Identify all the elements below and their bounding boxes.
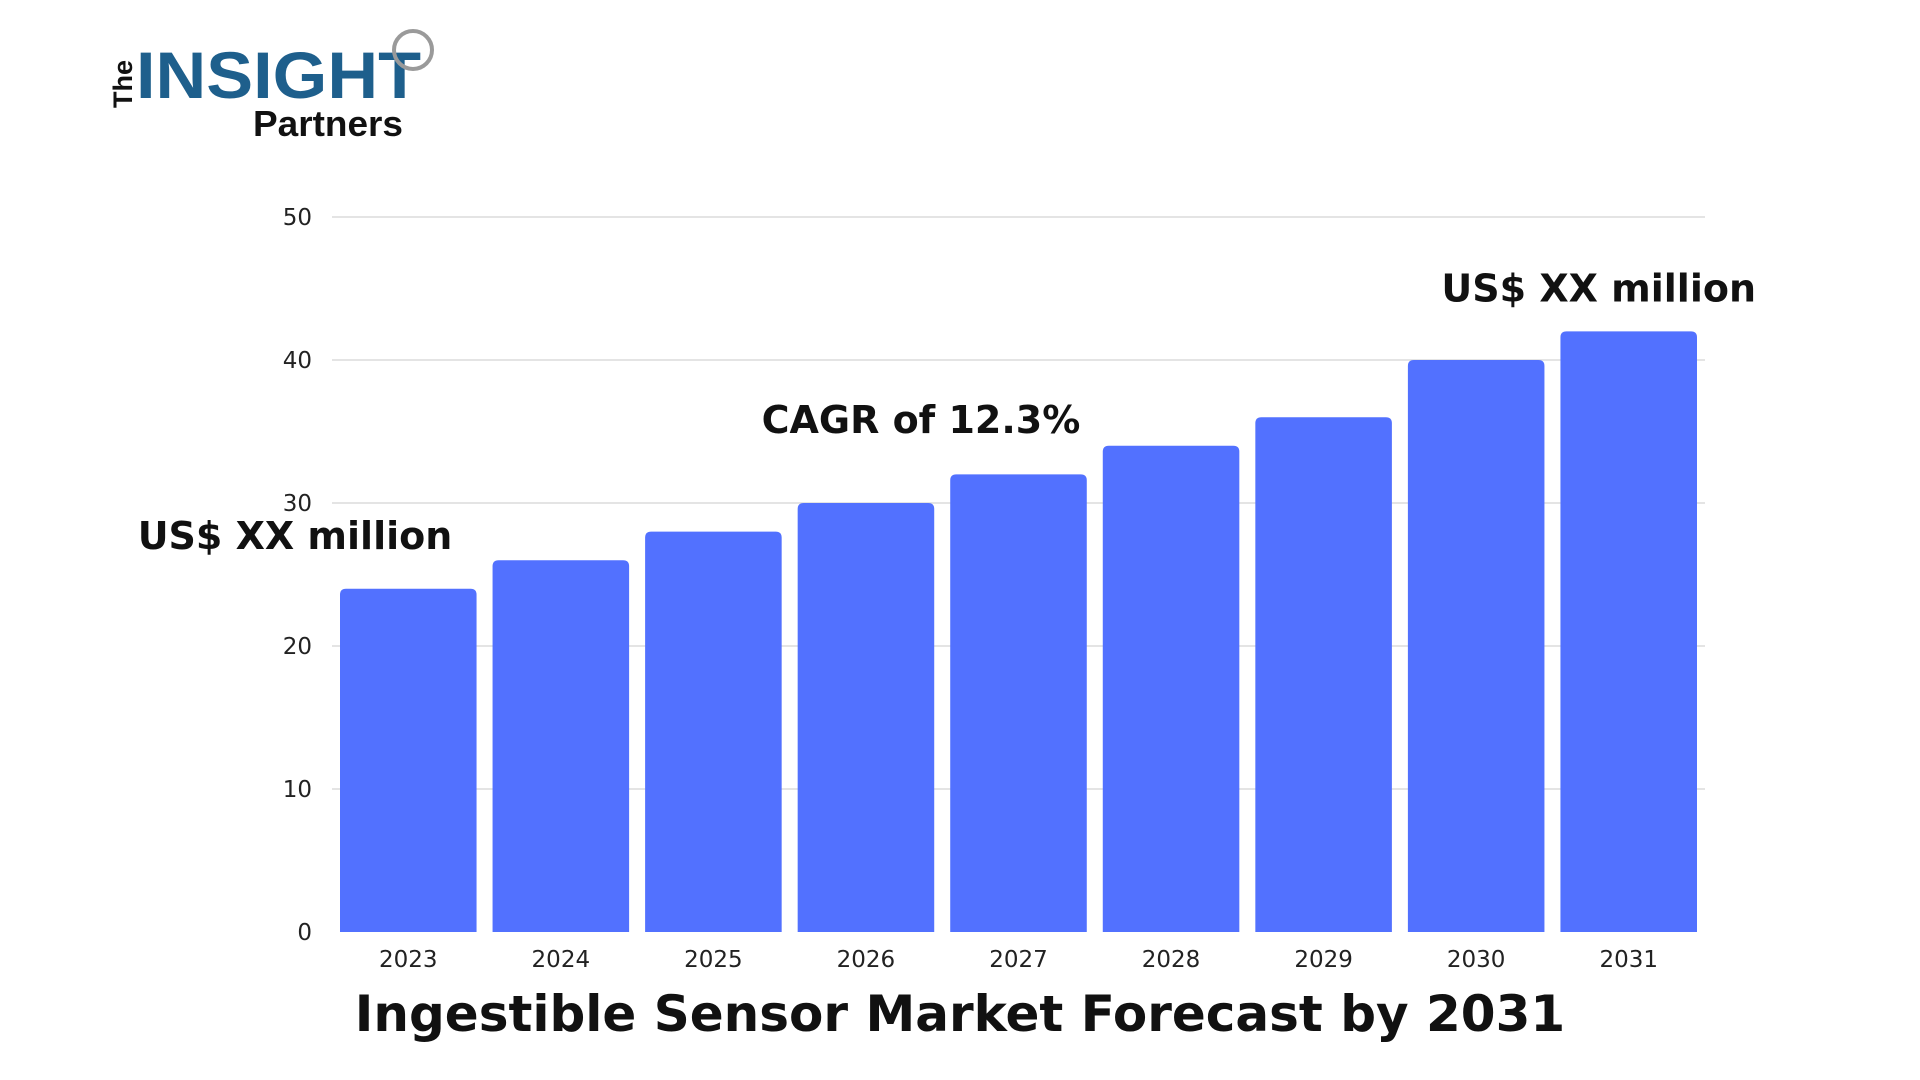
- logo-insight-text: INSIGHT: [136, 38, 421, 112]
- x-axis-tick-labels: 2023 2024 2025 2026 2027 2028 2029 2030 2031: [379, 947, 1658, 973]
- y-axis-tick-labels: 0 10 20 30 40 50: [283, 205, 312, 946]
- y-tick-label: 40: [283, 348, 312, 374]
- x-tick-label: 2031: [1599, 947, 1658, 973]
- annotations: US$ XX million CAGR of 12.3% US$ XX millio…: [138, 266, 1756, 557]
- bar-2026: [797, 503, 935, 932]
- annotation-2026: CAGR of 12.3%: [762, 398, 1081, 442]
- y-tick-label: 50: [283, 205, 312, 231]
- x-tick-label: 2025: [684, 947, 743, 973]
- x-tick-label: 2028: [1142, 947, 1201, 973]
- x-tick-label: 2024: [532, 947, 591, 973]
- bars: [340, 331, 1697, 932]
- annotation-2031: US$ XX million: [1441, 266, 1756, 310]
- chart-title: Ingestible Sensor Market Forecast by 203…: [354, 985, 1566, 1043]
- y-tick-label: 0: [297, 920, 312, 946]
- x-tick-label: 2029: [1294, 947, 1353, 973]
- bar-2027: [950, 474, 1087, 932]
- bar-2030: [1407, 360, 1545, 932]
- y-tick-label: 20: [283, 634, 312, 660]
- x-tick-label: 2027: [989, 947, 1048, 973]
- the-insight-partners-logo: The INSIGHT Partners: [108, 29, 434, 144]
- annotation-2023: US$ XX million: [138, 514, 453, 558]
- bar-2024: [492, 560, 630, 932]
- bar-2031: [1560, 331, 1697, 932]
- y-tick-label: 30: [283, 491, 312, 517]
- y-tick-label: 10: [283, 777, 312, 803]
- bar-2025: [645, 531, 782, 932]
- bar-2023: [340, 588, 477, 932]
- x-tick-label: 2026: [837, 947, 896, 973]
- bar-2029: [1255, 417, 1392, 932]
- logo-magnifier-icon: [392, 29, 434, 71]
- x-tick-label: 2030: [1447, 947, 1506, 973]
- x-tick-label: 2023: [379, 947, 438, 973]
- logo-partners-text: Partners: [253, 103, 403, 144]
- logo-the-text: The: [108, 60, 138, 108]
- bar-2028: [1102, 445, 1240, 932]
